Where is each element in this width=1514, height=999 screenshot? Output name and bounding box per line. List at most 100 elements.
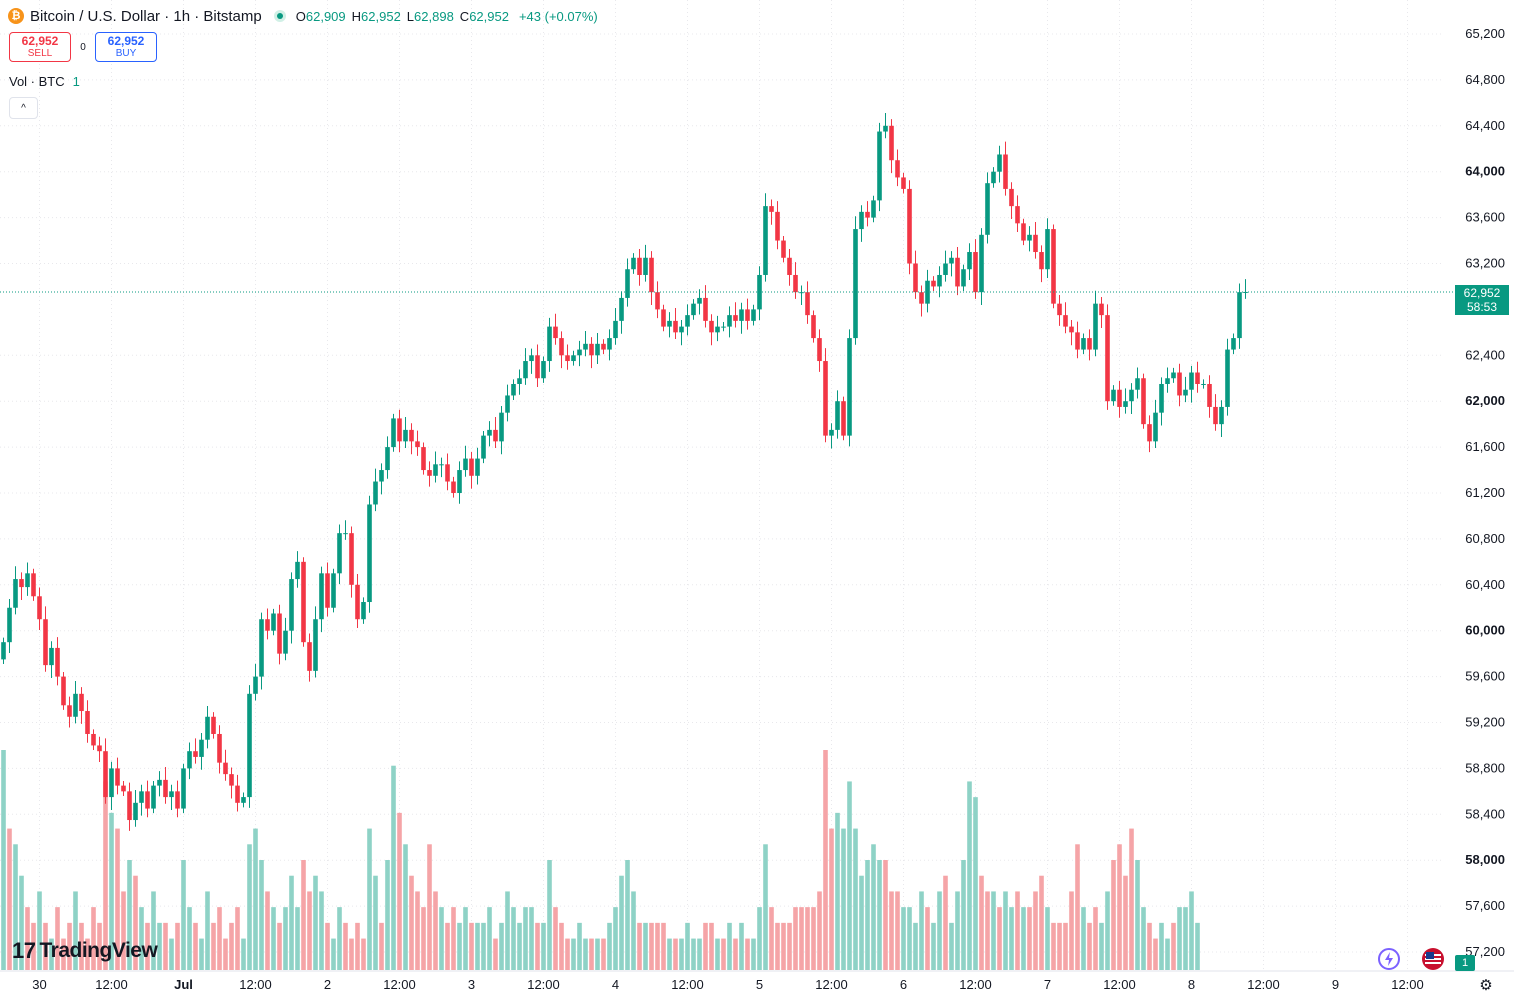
volume-bar bbox=[127, 860, 132, 970]
symbol-title[interactable]: Bitcoin / U.S. Dollar · 1h · Bitstamp bbox=[30, 7, 262, 25]
volume-bar bbox=[493, 938, 498, 970]
candle-body bbox=[931, 280, 936, 287]
candle-body bbox=[157, 779, 162, 786]
candle-body bbox=[85, 711, 90, 734]
price-tick-label: 62,000 bbox=[1465, 393, 1505, 408]
volume-bar bbox=[841, 828, 846, 970]
collapse-legend-button[interactable]: ^ bbox=[9, 97, 38, 119]
price-tick-label: 62,400 bbox=[1465, 347, 1505, 362]
candle-body bbox=[79, 693, 84, 712]
candle-body bbox=[643, 257, 648, 275]
candle-body bbox=[1141, 378, 1146, 425]
candle-body bbox=[463, 458, 468, 471]
volume-bar bbox=[715, 938, 720, 970]
candle-body bbox=[703, 297, 708, 321]
volume-bar bbox=[271, 907, 276, 970]
volume-bar bbox=[691, 938, 696, 970]
volume-bar bbox=[445, 922, 450, 970]
candle-body bbox=[337, 533, 342, 574]
price-tick-label: 57,600 bbox=[1465, 898, 1505, 913]
chevron-up-icon: ^ bbox=[21, 102, 26, 114]
candle-body bbox=[1165, 378, 1170, 384]
notification-badge[interactable]: 1 bbox=[1455, 955, 1475, 971]
bitcoin-icon[interactable]: ₿ bbox=[8, 8, 24, 24]
volume-bar bbox=[769, 907, 774, 970]
price-tick-label: 61,200 bbox=[1465, 485, 1505, 500]
candle-body bbox=[19, 579, 24, 588]
market-open-icon bbox=[273, 10, 286, 22]
candle-body bbox=[271, 613, 276, 631]
volume-bar bbox=[709, 922, 714, 970]
volume-bar bbox=[1081, 907, 1086, 970]
candle-body bbox=[601, 343, 606, 350]
volume-bar bbox=[679, 938, 684, 970]
volume-bar bbox=[367, 828, 372, 970]
volume-bar bbox=[151, 891, 156, 970]
candle-body bbox=[811, 315, 816, 339]
price-tick-label: 65,200 bbox=[1465, 26, 1505, 41]
candle-body bbox=[265, 619, 270, 631]
ohlc-low: L62,898 bbox=[407, 9, 454, 24]
volume-bar bbox=[193, 922, 198, 970]
price-tick-label: 64,800 bbox=[1465, 72, 1505, 87]
candle-body bbox=[283, 630, 288, 654]
volume-bar bbox=[427, 844, 432, 970]
tradingview-logo[interactable]: 17 TradingView bbox=[12, 938, 158, 964]
buy-button[interactable]: 62,952 BUY bbox=[95, 32, 157, 62]
candle-body bbox=[109, 768, 114, 798]
volume-bar bbox=[409, 875, 414, 970]
volume-bar bbox=[967, 781, 972, 970]
candle-body bbox=[721, 326, 726, 328]
volume-bar bbox=[1099, 922, 1104, 970]
lightning-icon[interactable] bbox=[1378, 948, 1400, 970]
candle-body bbox=[1195, 372, 1200, 384]
volume-bar bbox=[1171, 922, 1176, 970]
volume-bar bbox=[283, 907, 288, 970]
volume-bar bbox=[925, 907, 930, 970]
us-flag-icon[interactable] bbox=[1422, 948, 1444, 970]
volume-bar bbox=[637, 922, 642, 970]
candle-body bbox=[973, 252, 978, 293]
volume-legend[interactable]: Vol · BTC 1 bbox=[9, 74, 80, 89]
gear-icon[interactable]: ⚙ bbox=[1479, 977, 1493, 994]
candle-body bbox=[613, 320, 618, 339]
volume-bar bbox=[1141, 907, 1146, 970]
volume-bar bbox=[781, 922, 786, 970]
time-tick-label: 12:00 bbox=[95, 977, 128, 992]
volume-bar bbox=[1015, 891, 1020, 970]
volume-bar bbox=[1045, 907, 1050, 970]
candle-body bbox=[37, 596, 42, 620]
sell-button[interactable]: 62,952 SELL bbox=[9, 32, 71, 62]
time-tick-label: 12:00 bbox=[239, 977, 272, 992]
volume-bar bbox=[19, 875, 24, 970]
candle-body bbox=[1123, 401, 1128, 407]
candle-body bbox=[169, 791, 174, 798]
open-key: O bbox=[295, 8, 306, 24]
volume-bar bbox=[373, 875, 378, 970]
volume-bar bbox=[55, 907, 60, 970]
candle-body bbox=[901, 177, 906, 189]
volume-bar bbox=[997, 907, 1002, 970]
volume-bar bbox=[355, 922, 360, 970]
volume-bar bbox=[625, 860, 630, 970]
candle-body bbox=[1129, 389, 1134, 402]
volume-bar bbox=[553, 907, 558, 970]
volume-bar bbox=[253, 828, 258, 970]
candle-body bbox=[841, 401, 846, 436]
candle-body bbox=[1225, 349, 1230, 407]
candle-body bbox=[1237, 292, 1242, 339]
volume-bar bbox=[919, 891, 924, 970]
candle-body bbox=[1075, 332, 1080, 350]
candle-body bbox=[691, 303, 696, 316]
volume-bar bbox=[313, 875, 318, 970]
volume-bar bbox=[1075, 844, 1080, 970]
candle-body bbox=[679, 326, 684, 333]
candle-body bbox=[385, 447, 390, 471]
volume-bar bbox=[475, 922, 480, 970]
volume-bar bbox=[805, 907, 810, 970]
candle-body bbox=[427, 470, 432, 476]
candle-body bbox=[115, 768, 120, 786]
ohlc-high: H62,952 bbox=[352, 9, 401, 24]
candle-body bbox=[517, 378, 522, 384]
